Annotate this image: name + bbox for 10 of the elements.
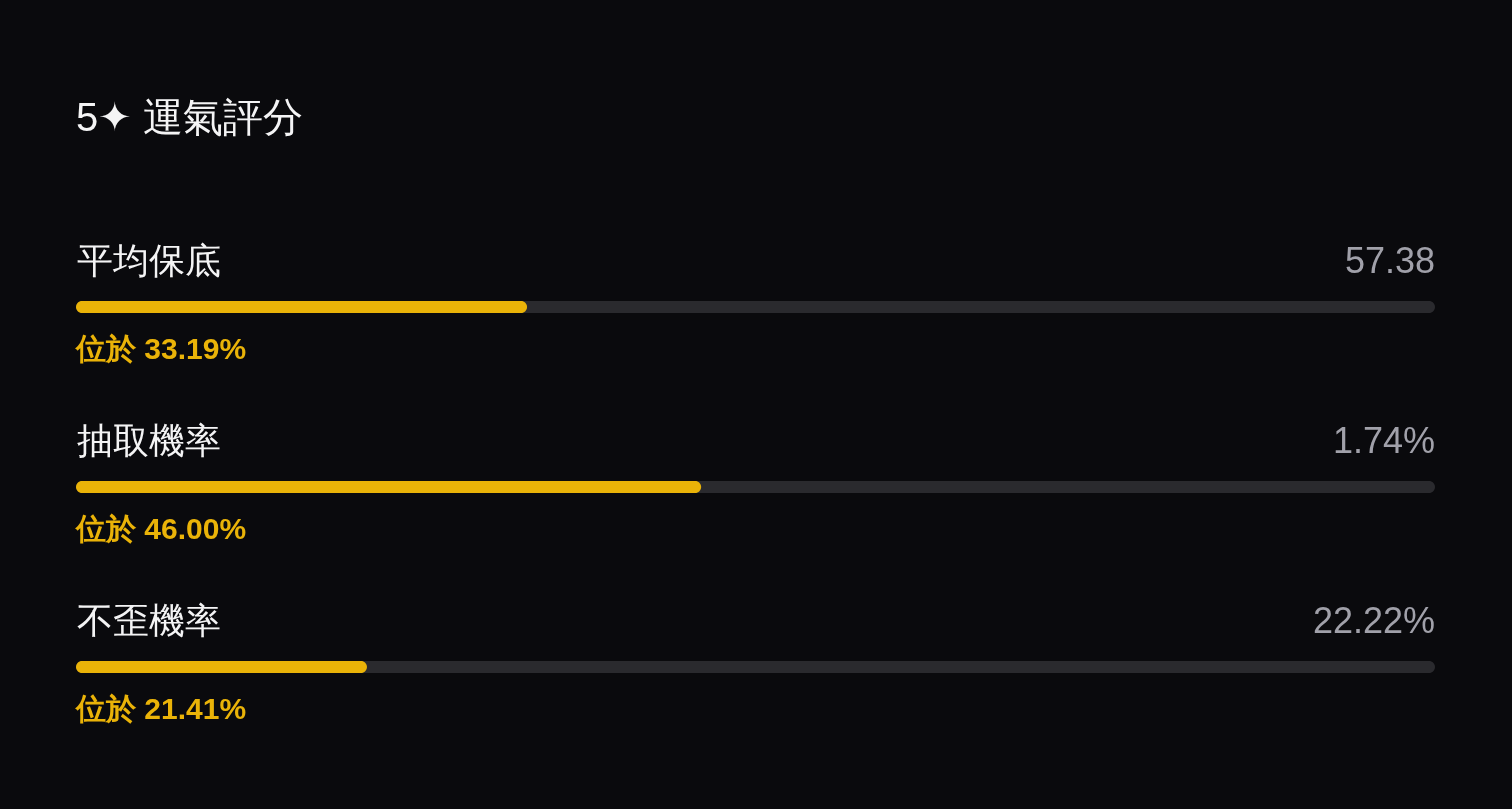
- data-label: 位於 46.00%: [75, 512, 247, 545]
- data-label: 位於 33.19%: [75, 332, 247, 365]
- annotation: 57.38: [1344, 240, 1435, 281]
- annotation: 22.22%: [1312, 600, 1435, 641]
- chart-title: 5✦ 運氣評分: [76, 95, 304, 139]
- y-tick-label: 不歪機率: [76, 600, 221, 641]
- data-label: 位於 21.41%: [75, 692, 247, 725]
- y-tick-label: 抽取機率: [76, 420, 221, 461]
- y-tick-label: 平均保底: [76, 240, 221, 281]
- annotation: 1.74%: [1332, 420, 1435, 461]
